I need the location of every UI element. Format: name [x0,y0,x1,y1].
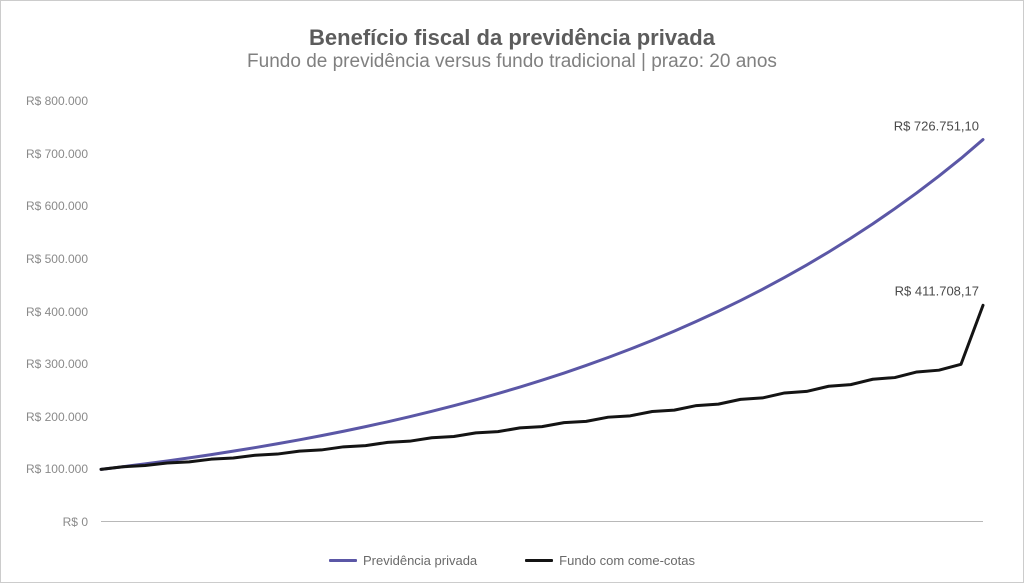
chart-title: Benefício fiscal da previdência privada [33,25,991,51]
chart-title-block: Benefício fiscal da previdência privada … [33,25,991,73]
series-line-come_cotas [101,305,983,469]
series-line-previdencia [101,140,983,470]
legend-label-previdencia: Previdência privada [363,553,477,568]
legend-swatch-previdencia [329,559,357,562]
series-end-label-previdencia: R$ 726.751,10 [894,118,979,133]
legend-item-come_cotas: Fundo com come-cotas [525,553,695,568]
y-tick-label: R$ 0 [63,515,88,529]
legend-label-come_cotas: Fundo com come-cotas [559,553,695,568]
legend-item-previdencia: Previdência privada [329,553,477,568]
chart-lines-svg [101,101,983,522]
y-tick-label: R$ 500.000 [26,252,88,266]
plot-area: R$ 726.751,10 R$ 411.708,17 [101,101,983,522]
chart-subtitle: Fundo de previdência versus fundo tradic… [33,51,991,73]
y-tick-label: R$ 700.000 [26,147,88,161]
series-end-label-come_cotas: R$ 411.708,17 [895,284,979,299]
y-tick-label: R$ 800.000 [26,94,88,108]
y-tick-label: R$ 300.000 [26,357,88,371]
y-axis-ticks: R$ 0R$ 100.000R$ 200.000R$ 300.000R$ 400… [1,101,96,522]
chart-frame: Benefício fiscal da previdência privada … [0,0,1024,583]
y-tick-label: R$ 200.000 [26,410,88,424]
legend-swatch-come_cotas [525,559,553,562]
y-tick-label: R$ 100.000 [26,462,88,476]
y-tick-label: R$ 400.000 [26,305,88,319]
y-tick-label: R$ 600.000 [26,199,88,213]
chart-legend: Previdência privada Fundo com come-cotas [1,553,1023,568]
